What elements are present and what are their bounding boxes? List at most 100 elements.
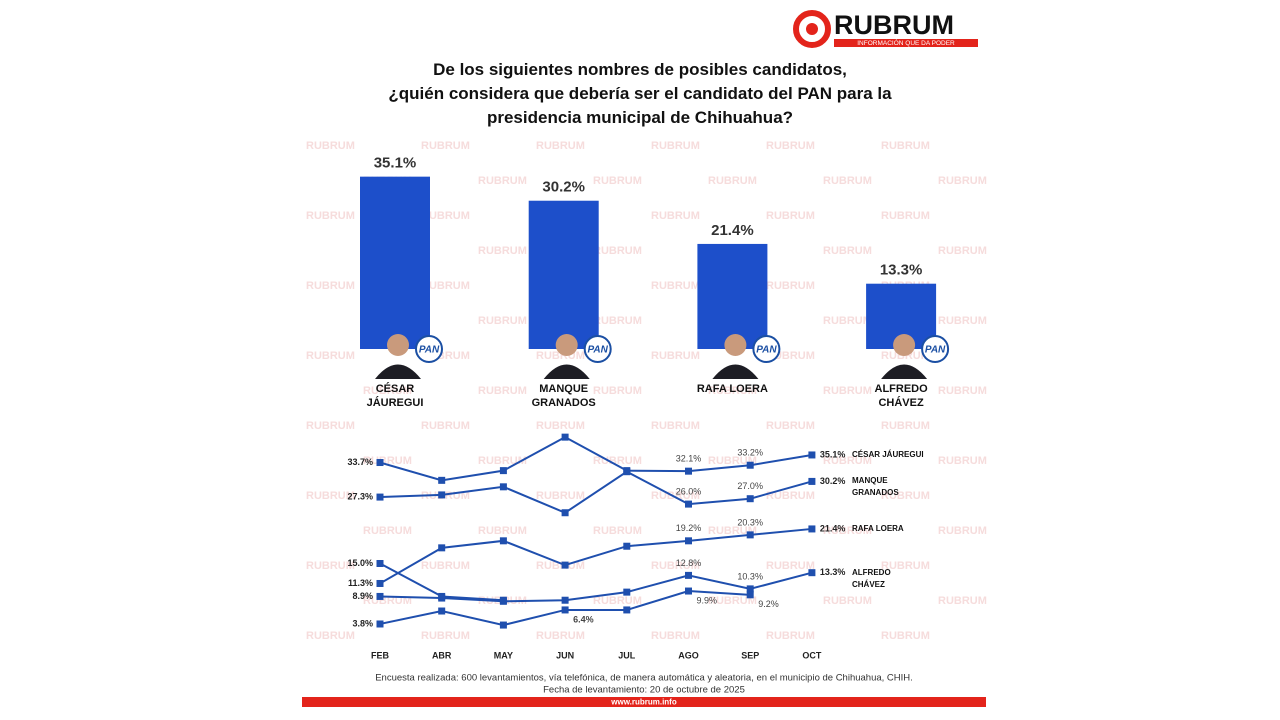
point-value-label: 3.8% [352, 618, 373, 628]
bar [697, 243, 768, 349]
category-label: RAFA LOERA [696, 383, 768, 395]
portrait-head [387, 334, 409, 356]
point-marker [746, 461, 754, 469]
logo-dot [806, 23, 818, 35]
category-label: MANQUE GRANADOS [531, 383, 596, 409]
point-marker [561, 509, 569, 517]
watermark: RUBRUM [306, 560, 355, 572]
point-marker [376, 579, 384, 587]
watermark: RUBRUM [478, 175, 527, 187]
point-marker [376, 493, 384, 501]
point-marker [808, 451, 816, 459]
point-marker [746, 591, 754, 599]
party-badge [583, 335, 612, 363]
portrait-head [893, 334, 916, 356]
portrait-suit [712, 364, 759, 379]
watermark: RUBRUM [536, 490, 585, 502]
watermark: RUBRUM [536, 420, 585, 432]
point-value-label: 33.2% [737, 448, 763, 458]
party-badge-text: PAN [925, 345, 946, 356]
watermark: RUBRUM [708, 455, 757, 467]
point-value-label: 9.9% [697, 595, 718, 605]
watermark: RUBRUM [306, 350, 355, 362]
watermark: RUBRUM [421, 280, 470, 292]
x-tick-label: MAY [494, 650, 513, 660]
legend-label: RAFA LOERA [852, 523, 904, 533]
point-value-label: 21.4% [820, 523, 846, 533]
watermark: RUBRUM [823, 175, 872, 187]
point-marker [438, 491, 446, 499]
watermark: RUBRUM [651, 490, 700, 502]
x-tick-label: ABR [432, 650, 452, 660]
logo-bar [834, 39, 978, 47]
point-marker [561, 561, 569, 569]
point-marker [685, 467, 692, 475]
bar-value-label: 13.3% [880, 262, 923, 279]
watermark: RUBRUM [881, 140, 930, 152]
series-line [379, 436, 813, 482]
watermark: RUBRUM [766, 490, 815, 502]
point-value-label: 11.3% [348, 578, 373, 588]
x-tick-label: JUL [618, 650, 636, 660]
point-marker [808, 569, 816, 577]
watermark: RUBRUM [651, 280, 700, 292]
legend-label: ALFREDO CHÁVEZ [852, 567, 891, 589]
point-value-label: 10.3% [737, 571, 763, 581]
point-marker [685, 500, 692, 508]
watermark: RUBRUM [651, 140, 700, 152]
watermark: RUBRUM [708, 385, 757, 397]
point-marker [499, 621, 507, 629]
watermark: RUBRUM [306, 630, 355, 642]
watermark: RUBRUM [593, 525, 642, 537]
watermark: RUBRUM [823, 595, 872, 607]
watermark: RUBRUM [708, 595, 757, 607]
series-line [379, 527, 812, 585]
x-tick-label: JUN [556, 650, 574, 660]
footer-url: www.rubrum.info [610, 698, 677, 707]
party-badge [752, 335, 781, 363]
watermark: RUBRUM [766, 280, 815, 292]
point-value-label: 27.0% [737, 481, 763, 491]
watermark: RUBRUM [881, 210, 930, 222]
watermark: RUBRUM [708, 175, 757, 187]
point-value-label: 9.2% [758, 599, 779, 609]
watermark: RUBRUM [478, 245, 527, 257]
footer-date: Fecha de levantamiento: 20 de octubre de… [543, 685, 745, 696]
point-marker [376, 620, 384, 628]
watermark: RUBRUM [536, 140, 585, 152]
point-value-label: 15.0% [347, 558, 373, 568]
watermark: RUBRUM [766, 630, 815, 642]
point-marker [499, 467, 507, 475]
watermark: RUBRUM [363, 525, 412, 537]
party-badge [921, 335, 950, 363]
point-marker [438, 607, 446, 615]
party-badge-text: PAN [588, 345, 609, 356]
bar [360, 176, 430, 349]
watermark: RUBRUM [651, 210, 700, 222]
bar-value-label: 30.2% [542, 179, 585, 196]
watermark: RUBRUM [306, 210, 355, 222]
legend-label: CÉSAR JÁUREGUI [852, 449, 924, 459]
point-marker [499, 537, 507, 545]
bar-value-label: 35.1% [374, 155, 417, 172]
category-label: CÉSAR JÁUREGUI [366, 383, 424, 409]
watermark: RUBRUM [651, 350, 700, 362]
point-value-label: 8.9% [352, 591, 373, 601]
point-marker [623, 468, 631, 476]
point-marker [561, 433, 569, 441]
watermark: RUBRUM [421, 560, 470, 572]
watermark: RUBRUM [651, 560, 700, 572]
portrait-suit [543, 364, 590, 379]
series-line [379, 571, 813, 603]
watermark: RUBRUM [823, 315, 872, 327]
point-marker [376, 592, 384, 600]
logo-ring [793, 10, 831, 48]
watermark: RUBRUM [306, 280, 355, 292]
watermark: RUBRUM [421, 420, 470, 432]
point-marker [499, 596, 507, 604]
watermark: RUBRUM [478, 315, 527, 327]
point-marker [808, 525, 816, 533]
watermark: RUBRUM [881, 630, 930, 642]
point-marker [376, 459, 384, 467]
watermark: RUBRUM [421, 140, 470, 152]
